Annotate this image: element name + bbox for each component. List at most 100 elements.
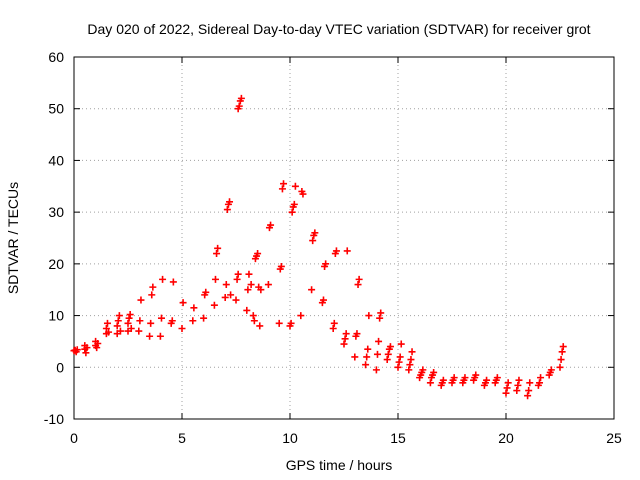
data-point [127, 325, 135, 332]
data-point [82, 349, 90, 357]
data-point [524, 392, 532, 400]
data-point [250, 317, 258, 325]
data-point [556, 363, 564, 371]
data-point [342, 330, 350, 338]
data-point [308, 286, 316, 294]
data-point [103, 319, 111, 327]
data-point [200, 314, 208, 322]
data-point [526, 379, 534, 387]
data-point [439, 376, 447, 384]
data-point [353, 330, 361, 338]
data-point [264, 281, 272, 289]
data-point [156, 332, 164, 340]
data-point [373, 350, 381, 358]
data-point [364, 345, 372, 353]
data-point [287, 319, 295, 327]
data-point [504, 379, 512, 387]
data-point [148, 291, 156, 299]
data-point [105, 328, 113, 336]
x-tick-label: 10 [282, 430, 298, 446]
data-point [311, 229, 319, 237]
y-tick-label: 0 [56, 359, 64, 375]
data-point [376, 314, 384, 322]
data-point [115, 312, 123, 320]
data-point [513, 387, 521, 395]
data-point [330, 319, 338, 327]
data-point [147, 319, 155, 327]
data-point [322, 260, 330, 268]
x-tick-label: 20 [498, 430, 514, 446]
data-point [419, 366, 427, 374]
data-point [299, 190, 307, 198]
data-point [343, 247, 351, 255]
x-tick-label: 5 [178, 430, 186, 446]
data-point [430, 368, 438, 376]
data-point [232, 296, 240, 304]
data-point [493, 374, 501, 382]
data-point [332, 247, 340, 255]
x-tick-label: 0 [70, 430, 78, 446]
data-point [288, 208, 296, 216]
plot-frame [73, 56, 615, 420]
data-point [483, 376, 491, 384]
data-point [515, 376, 523, 384]
data-point [547, 366, 555, 374]
data-point [94, 339, 102, 347]
data-point [365, 312, 373, 320]
data-point [211, 275, 219, 283]
x-tick-label: 25 [606, 430, 622, 446]
data-point [275, 319, 283, 327]
data-point [267, 221, 275, 229]
data-point [73, 346, 81, 354]
data-point [189, 317, 197, 325]
data-point [535, 379, 543, 387]
data-point [372, 366, 380, 374]
data-point [362, 361, 370, 369]
data-point [291, 182, 299, 190]
y-tick-label: -10 [44, 411, 64, 427]
data-point [190, 304, 198, 312]
data-point [247, 281, 255, 289]
data-point [503, 384, 511, 392]
data-point [558, 348, 566, 356]
data-point [146, 332, 154, 340]
data-point [559, 343, 567, 351]
data-point [257, 286, 265, 294]
data-point [136, 317, 144, 325]
data-point [234, 270, 242, 278]
data-point [472, 371, 480, 379]
data-point [450, 374, 458, 382]
x-tick-label: 15 [390, 430, 406, 446]
data-point [375, 337, 383, 345]
data-point [280, 180, 288, 188]
data-point [159, 275, 167, 283]
data-point [83, 344, 91, 352]
data-point [383, 356, 391, 364]
data-point [514, 381, 522, 389]
data-point [227, 291, 235, 299]
data-point [537, 374, 545, 382]
data-point [124, 319, 132, 327]
chart-title: Day 020 of 2022, Sidereal Day-to-day VTE… [87, 21, 590, 37]
data-point [426, 379, 434, 387]
data-point [407, 356, 415, 364]
data-point [396, 353, 404, 361]
data-point [297, 312, 305, 320]
data-point [213, 250, 221, 258]
data-point [557, 356, 565, 364]
y-tick-labels: -10 0 10 20 30 40 50 60 [44, 49, 64, 427]
data-point [116, 327, 124, 335]
data-point [319, 296, 327, 304]
y-axis-label: SDTVAR / TECUs [5, 182, 21, 294]
data-point [502, 389, 510, 397]
data-point [210, 301, 218, 309]
data-point [341, 335, 349, 343]
data-point [157, 314, 165, 322]
data-point [135, 327, 143, 335]
data-point [355, 275, 363, 283]
data-point [256, 322, 264, 330]
y-tick-label: 10 [48, 308, 64, 324]
data-point [363, 353, 371, 361]
data-point [237, 94, 245, 102]
data-point [233, 275, 241, 283]
